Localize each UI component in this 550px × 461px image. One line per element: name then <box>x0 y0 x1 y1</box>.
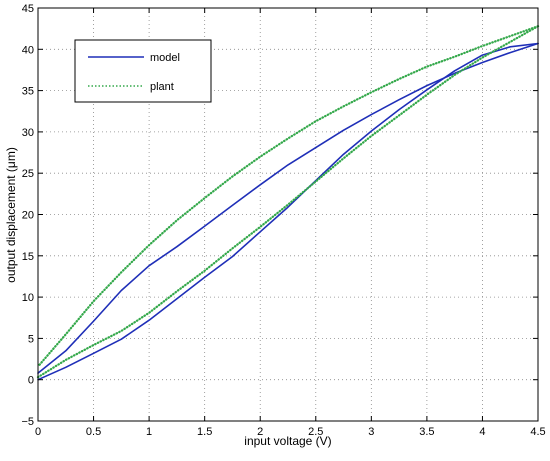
legend-box <box>74 39 212 103</box>
legend-label-model: model <box>150 52 180 64</box>
x-tick-label: 4 <box>479 426 485 438</box>
series-layer <box>36 25 540 381</box>
series-line-model-descending <box>37 42 539 374</box>
x-tick-label: 2 <box>257 426 263 438</box>
legend-label-plant: plant <box>150 81 174 93</box>
x-tick-label: 2.5 <box>308 426 323 438</box>
y-tick-label: 30 <box>22 127 34 139</box>
x-tick-label: 1.5 <box>197 426 212 438</box>
y-tick-label: 10 <box>22 292 34 304</box>
series-line-plant-descending <box>36 25 540 368</box>
y-tick-label: 20 <box>22 210 34 222</box>
y-tick-label: 25 <box>22 168 34 180</box>
y-tick-label: 5 <box>28 333 34 345</box>
y-tick-label: 0 <box>28 375 34 387</box>
x-tick-label: 0 <box>35 426 41 438</box>
x-tick-label: 3 <box>368 426 374 438</box>
x-tick-label: 0.5 <box>86 426 101 438</box>
x-axis-label: input voltage (V) <box>244 434 331 448</box>
y-tick-label: −5 <box>21 416 34 428</box>
x-tick-label: 3.5 <box>419 426 434 438</box>
x-tick-label: 4.5 <box>530 426 545 438</box>
y-tick-label: 35 <box>22 86 34 98</box>
series-line-plant-ascending <box>36 25 540 379</box>
series-line-model-ascending <box>37 42 539 381</box>
y-tick-label: 45 <box>22 3 34 15</box>
y-tick-label: 40 <box>22 44 34 56</box>
y-axis-label: output displacement (μm) <box>4 147 18 283</box>
legend: model plant <box>74 39 212 103</box>
x-tick-label: 1 <box>146 426 152 438</box>
y-tick-label: 15 <box>22 251 34 263</box>
